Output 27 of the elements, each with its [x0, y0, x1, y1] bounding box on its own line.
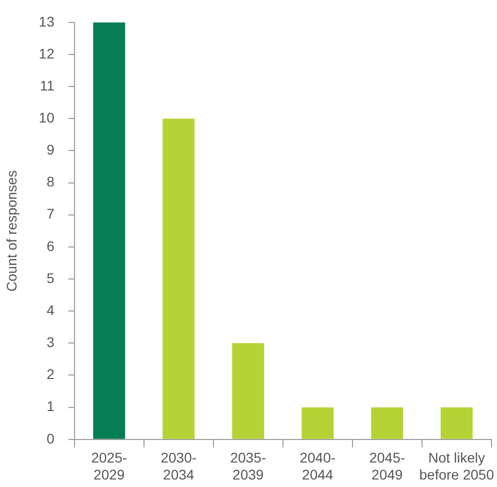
x-tick-label: 2040- 2044 [300, 450, 336, 482]
x-tick-label: 2035- 2039 [230, 450, 266, 482]
y-tick-label: 0 [46, 430, 55, 446]
y-tick-label: 11 [40, 77, 55, 94]
x-tick-label: Not likely before 2050 [419, 450, 494, 482]
y-tick-label: 8 [46, 174, 55, 190]
y-tick-label: 4 [46, 302, 55, 318]
y-tick-label: 13 [38, 13, 55, 30]
x-tick-label: 2045- 2049 [369, 450, 406, 482]
y-axis-title: Count of responses [3, 170, 20, 292]
y-tick-label: 10 [38, 109, 55, 126]
y-tick-label: 2 [46, 366, 55, 382]
bar [440, 407, 473, 439]
x-tick-label: 2025- 2029 [91, 450, 128, 482]
y-tick-label: 1 [46, 398, 55, 414]
bar [93, 22, 126, 439]
y-tick-label: 7 [46, 206, 55, 222]
bar [162, 118, 195, 439]
y-tick-label: 3 [46, 334, 55, 350]
y-tick-label: 12 [38, 45, 55, 62]
bar [371, 407, 404, 439]
y-tick-label: 5 [46, 270, 55, 286]
y-tick-label: 6 [46, 238, 55, 254]
bar [302, 407, 334, 439]
y-tick-label: 9 [46, 142, 55, 158]
bar [232, 343, 264, 439]
x-tick-label: 2030- 2034 [160, 450, 197, 482]
